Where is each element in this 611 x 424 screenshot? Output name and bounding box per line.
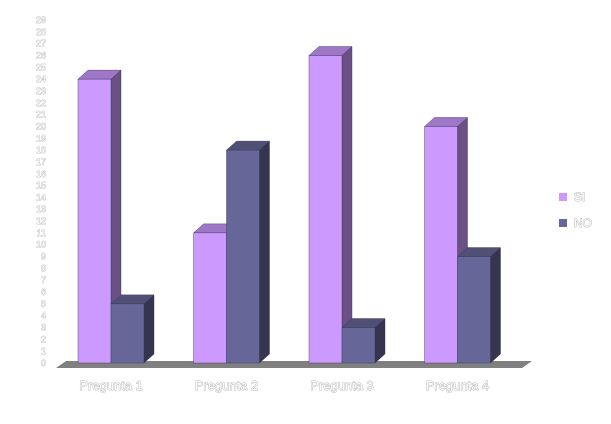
y-tick-label: 26 (36, 50, 46, 60)
y-tick-label: 28 (36, 27, 46, 37)
x-axis-categories: Pregunta 1 Pregunta 2 Pregunta 3 Pregunta 4 (79, 378, 490, 394)
bar-front-face (110, 303, 145, 364)
y-tick-label: 25 (36, 62, 46, 72)
y-tick-label: 8 (41, 263, 46, 273)
x-category-label: Pregunta 2 (195, 378, 259, 393)
bars (77, 46, 502, 364)
y-tick-label: 10 (36, 240, 46, 250)
x-category-label: Pregunta 3 (310, 378, 374, 393)
y-tick-label: 7 (41, 275, 46, 285)
y-tick-label: 9 (41, 252, 46, 262)
bar (308, 46, 353, 364)
y-tick-label: 0 (41, 358, 46, 368)
bar (77, 69, 122, 364)
y-tick-label: 11 (37, 228, 46, 238)
bar-side-face (341, 46, 353, 364)
bar-front-face (193, 232, 227, 364)
y-tick-label: 6 (41, 287, 46, 297)
bar-front-face (77, 78, 112, 364)
y-tick-label: 19 (36, 133, 46, 143)
bar-front-face (341, 327, 376, 364)
bar-side-face (490, 247, 501, 364)
y-tick-label: 2 (41, 334, 46, 344)
y-tick-label: 16 (36, 169, 46, 179)
y-tick-label: 13 (36, 204, 46, 214)
bar (423, 116, 469, 364)
y-axis-ticks: 0123456789101112131415161718192021222324… (36, 15, 47, 369)
y-tick-label: 1 (41, 346, 46, 356)
y-tick-label: 27 (36, 39, 46, 49)
y-tick-label: 14 (36, 192, 46, 202)
bar (456, 247, 502, 364)
y-tick-label: 21 (36, 110, 46, 120)
bar-front-face (226, 149, 260, 364)
legend-label: NO (574, 216, 592, 230)
bar-front-face (457, 256, 491, 364)
chart-floor (56, 361, 532, 368)
legend-swatch (559, 193, 567, 201)
y-tick-label: 23 (36, 86, 46, 96)
y-tick-label: 20 (36, 121, 46, 131)
bar-front-face (424, 126, 458, 364)
bar-side-face (259, 140, 270, 364)
bar (110, 294, 155, 364)
y-tick-label: 18 (36, 145, 46, 155)
legend-swatch (559, 219, 567, 227)
y-tick-label: 22 (36, 98, 46, 108)
y-tick-label: 17 (36, 157, 46, 167)
chart-floor-plane (56, 361, 532, 368)
bar-front-face (308, 55, 343, 364)
bar (225, 140, 271, 364)
y-tick-label: 29 (36, 15, 46, 25)
y-tick-label: 12 (36, 216, 46, 226)
bar-side-face (143, 294, 155, 364)
y-tick-label: 15 (36, 181, 46, 191)
y-tick-label: 4 (41, 311, 46, 321)
legend-label: SI (574, 190, 585, 204)
y-tick-label: 24 (36, 74, 46, 84)
x-category-label: Pregunta 4 (426, 378, 490, 393)
bar (341, 318, 386, 364)
y-tick-label: 5 (41, 299, 46, 309)
y-tick-label: 3 (41, 323, 46, 333)
x-category-label: Pregunta 1 (79, 378, 143, 393)
legend: SI NO (559, 190, 592, 230)
